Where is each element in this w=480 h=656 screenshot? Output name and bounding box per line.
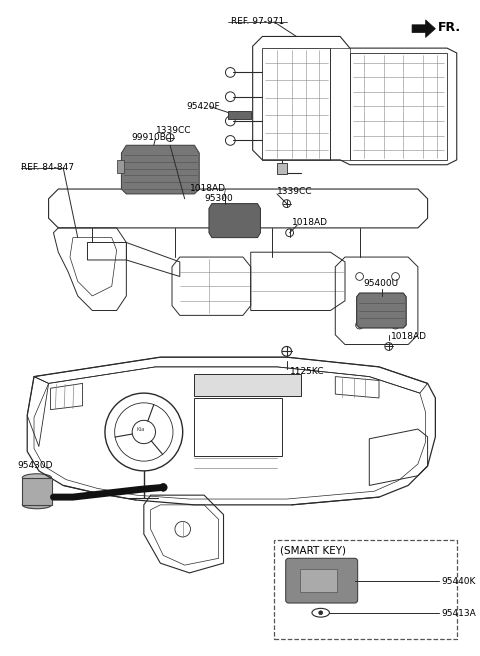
Text: 99910B: 99910B — [131, 133, 166, 142]
Polygon shape — [228, 112, 251, 119]
Polygon shape — [209, 203, 261, 237]
Text: 95420F: 95420F — [187, 102, 220, 111]
Text: REF. 97-971: REF. 97-971 — [231, 17, 284, 26]
Circle shape — [319, 611, 323, 615]
Polygon shape — [412, 20, 435, 37]
Text: 1018AD: 1018AD — [291, 218, 327, 227]
Text: 1018AD: 1018AD — [190, 184, 226, 193]
Polygon shape — [23, 478, 51, 505]
Bar — [274, 540, 457, 639]
Ellipse shape — [23, 474, 51, 482]
Text: REF. 84-847: REF. 84-847 — [22, 163, 74, 172]
Polygon shape — [117, 160, 124, 173]
Polygon shape — [194, 374, 301, 396]
Text: 95440K: 95440K — [441, 577, 476, 586]
Circle shape — [159, 483, 167, 491]
Text: FR.: FR. — [438, 21, 461, 34]
Bar — [300, 569, 337, 592]
FancyBboxPatch shape — [286, 558, 358, 603]
Polygon shape — [277, 163, 287, 174]
Text: 95300: 95300 — [204, 194, 233, 203]
Text: Kia: Kia — [136, 427, 144, 432]
Text: 1339CC: 1339CC — [156, 126, 191, 135]
Text: 1125KC: 1125KC — [289, 367, 324, 376]
Text: 95430D: 95430D — [17, 461, 53, 470]
Text: 1018AD: 1018AD — [391, 332, 427, 341]
Ellipse shape — [23, 501, 51, 509]
Text: 1339CC: 1339CC — [277, 187, 312, 196]
Text: 95400U: 95400U — [363, 279, 398, 289]
Polygon shape — [357, 293, 406, 328]
Polygon shape — [121, 145, 199, 194]
Text: (SMART KEY): (SMART KEY) — [280, 546, 346, 556]
Text: 95413A: 95413A — [441, 609, 476, 618]
